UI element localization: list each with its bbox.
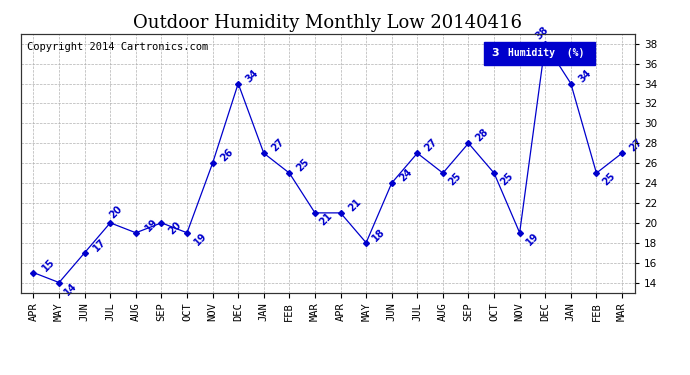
Text: 14: 14 xyxy=(62,280,79,297)
Text: 3: 3 xyxy=(492,48,500,58)
Text: Copyright 2014 Cartronics.com: Copyright 2014 Cartronics.com xyxy=(27,42,208,51)
Text: 28: 28 xyxy=(474,127,491,144)
FancyBboxPatch shape xyxy=(484,42,595,65)
Text: 27: 27 xyxy=(628,137,644,154)
Text: 25: 25 xyxy=(498,171,515,188)
Text: 38: 38 xyxy=(534,25,551,42)
Text: 19: 19 xyxy=(193,231,209,247)
Text: 17: 17 xyxy=(92,237,108,253)
Text: 25: 25 xyxy=(295,157,312,174)
Text: 25: 25 xyxy=(600,171,617,188)
Text: 15: 15 xyxy=(41,256,57,273)
Text: 21: 21 xyxy=(317,211,335,227)
Text: 26: 26 xyxy=(218,147,235,164)
Text: 25: 25 xyxy=(447,171,464,188)
Text: 24: 24 xyxy=(397,167,414,184)
Text: Humidity  (%): Humidity (%) xyxy=(508,48,584,58)
Text: 19: 19 xyxy=(524,231,540,247)
Text: 20: 20 xyxy=(108,204,124,220)
Text: 27: 27 xyxy=(423,137,440,154)
Text: 21: 21 xyxy=(346,197,363,213)
Text: 34: 34 xyxy=(576,68,593,84)
Text: 27: 27 xyxy=(269,137,286,154)
Text: 34: 34 xyxy=(244,68,260,84)
Text: 20: 20 xyxy=(167,219,184,236)
Text: 19: 19 xyxy=(143,217,159,233)
Text: 18: 18 xyxy=(371,226,387,243)
Title: Outdoor Humidity Monthly Low 20140416: Outdoor Humidity Monthly Low 20140416 xyxy=(133,14,522,32)
